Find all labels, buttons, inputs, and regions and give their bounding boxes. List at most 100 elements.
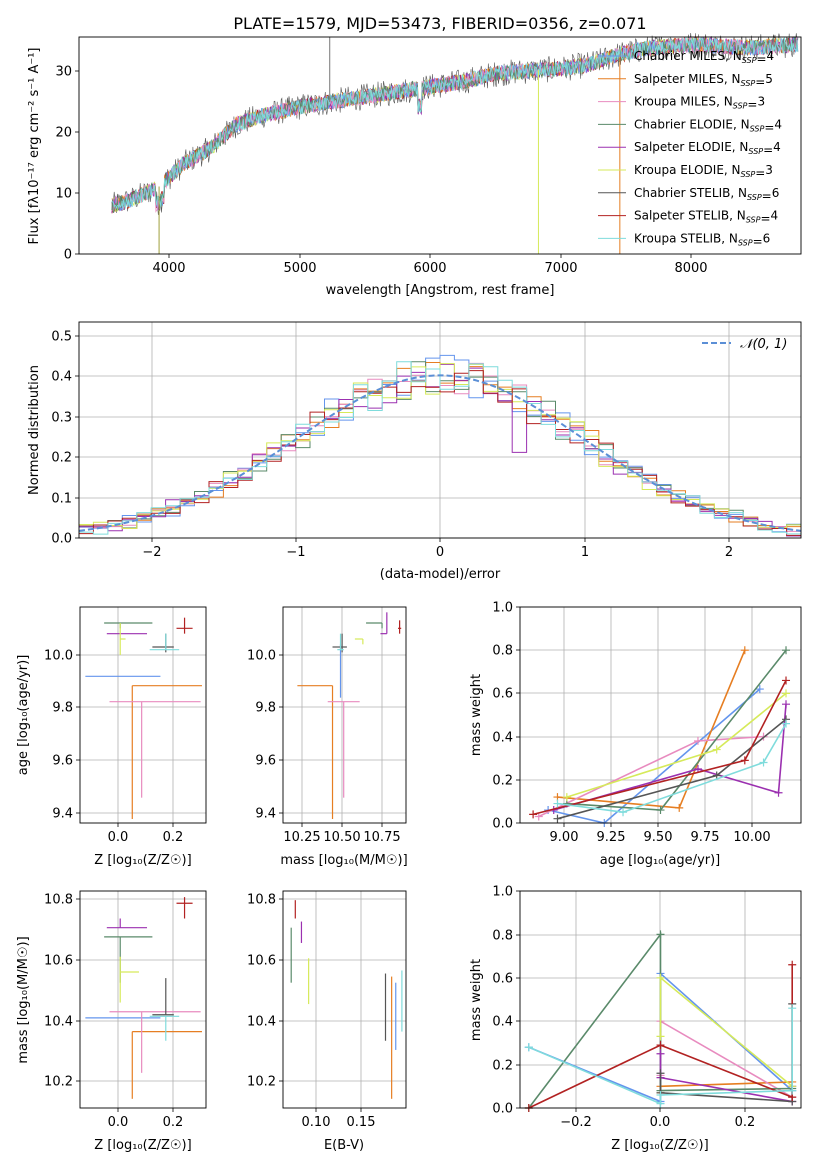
mass-weight-vs-z-panel: −0.2 0.0 0.2 0.0 0.2 0.4 0.6 0.8 1.0 Z [log₁₀(Z/Z…	[469, 885, 802, 1153]
spectrum-legend-label: Chabrier ELODIE, NSSP=4	[634, 117, 782, 134]
legend-nssp-value: 3	[757, 95, 765, 109]
age-vs-z-ytick-label: 9.4	[52, 807, 73, 822]
legend-nssp-value: 6	[772, 186, 780, 200]
age-vs-mass-xtick-label: 10.50	[323, 830, 360, 845]
legend-nssp-prefix: , N	[730, 186, 747, 200]
spectrum-legend-label: Chabrier STELIB, NSSP=6	[634, 186, 779, 203]
legend-series-name: Chabrier STELIB	[634, 186, 730, 200]
age-vs-mass-xlabel: mass [log₁₀(M/M☉)]	[280, 853, 407, 868]
mass-weight-vs-z-marker	[656, 930, 665, 939]
spectrum-panel: 4000 5000 6000 7000 8000 0 10 20 30 Chabrier MILE…	[27, 32, 802, 298]
mass-weight-vs-z-ticks: −0.2 0.0 0.2 0.0 0.2 0.4 0.6 0.8 1.0	[492, 885, 755, 1131]
legend-nssp-prefix: , N	[733, 117, 750, 131]
mass-weight-vs-age-marker	[534, 812, 543, 821]
mass-weight-vs-age-marker	[712, 771, 721, 780]
mass-weight-vs-age-axes-frame	[519, 606, 802, 824]
age-vs-z-grid	[80, 607, 206, 823]
mass-weight-vs-age-marker	[656, 806, 665, 815]
spectrum-legend-label: Salpeter ELODIE, NSSP=4	[634, 140, 781, 157]
residuals-ylabel: Normed distribution	[27, 365, 42, 495]
legend-nssp-sub: SSP	[747, 193, 762, 202]
mass-weight-vs-age-series-5	[562, 689, 791, 802]
mass-weight-vs-z-xlabel: Z [log₁₀(Z/Z☉)]	[611, 1138, 708, 1153]
mass-weight-vs-age-marker	[553, 814, 562, 823]
age-vs-z-axes-frame	[79, 606, 207, 824]
mass-weight-vs-z-marker	[656, 1090, 665, 1099]
age-vs-z-plot-area	[85, 617, 202, 819]
mass-weight-vs-z-marker	[656, 1032, 665, 1041]
legend-nssp-value: 4	[774, 117, 782, 131]
mass-weight-vs-age-marker	[619, 808, 628, 817]
mass-vs-z-ytick-label: 10.8	[44, 893, 73, 908]
mass-vs-z-xtick-label: 0.0	[108, 1115, 129, 1130]
legend-nssp-sub: SSP	[746, 216, 761, 225]
mass-weight-vs-age-series-6	[553, 715, 791, 823]
spectrum-xtick-label: 8000	[674, 261, 707, 276]
mass-weight-vs-age-marker	[782, 719, 791, 728]
spectrum-ytick-label: 0	[64, 248, 72, 263]
mass-vs-z-axes-frame	[79, 890, 207, 1109]
legend-nssp-sub: SSP	[741, 170, 756, 179]
legend-equals: =	[756, 52, 766, 66]
residual-legend-label: 𝒩(0, 1)	[740, 337, 787, 352]
age-vs-z-point-1	[131, 685, 202, 819]
mass-weight-vs-age-ytick-label: 0.4	[492, 731, 513, 746]
spectrum-ytick-label: 30	[55, 65, 72, 80]
mass-weight-vs-age-ytick-label: 0.0	[492, 817, 513, 832]
mass-weight-vs-age-plot-area	[529, 646, 791, 827]
legend-series-name: Salpeter MILES	[634, 72, 724, 86]
mass-weight-vs-age-xtick-label: 10.00	[733, 830, 770, 845]
mass-vs-z-point-2	[109, 1011, 201, 1073]
age-vs-mass-axes-frame	[282, 606, 407, 824]
mass-weight-vs-age-ytick-label: 0.2	[492, 774, 513, 789]
legend-nssp-sub: SSP	[750, 124, 765, 133]
age-vs-mass-point-2	[327, 701, 360, 798]
spectrum-ticks: 4000 5000 6000 7000 8000 0 10 20 30	[55, 65, 707, 277]
mass-weight-vs-z-ylabel: mass weight	[469, 959, 484, 1041]
legend-series-name: Salpeter ELODIE	[634, 140, 732, 154]
mass-weight-vs-z-xtick-label: −0.2	[560, 1115, 592, 1130]
legend-series-name: Chabrier MILES	[634, 49, 725, 63]
mass-weight-vs-z-ytick-label: 0.0	[492, 1102, 513, 1117]
mass-weight-vs-age-marker	[782, 689, 791, 698]
mass-weight-vs-age-series-4	[549, 700, 791, 815]
spectrum-xtick-label: 4000	[152, 261, 185, 276]
mass-vs-ebv-plot-area	[290, 900, 403, 1099]
age-vs-mass-ticks: 10.25 10.50 10.75 9.4 9.6 9.8 10.0	[247, 649, 401, 846]
legend-series-name: Kroupa ELODIE	[634, 163, 724, 177]
age-vs-mass-xtick-label: 10.25	[283, 830, 320, 845]
age-vs-mass-grid	[283, 607, 406, 823]
age-vs-z-ytick-label: 9.6	[52, 754, 73, 769]
age-vs-z-xlabel: Z [log₁₀(Z/Z☉)]	[94, 853, 191, 868]
legend-series-name: Salpeter STELIB	[634, 209, 729, 223]
mass-vs-z-point-6	[152, 978, 174, 1016]
mass-weight-vs-age-ytick-label: 1.0	[492, 601, 513, 616]
mass-weight-vs-age-line	[553, 704, 787, 811]
mass-weight-vs-age-series-7	[529, 676, 791, 819]
spectrum-xlabel: wavelength [Angstrom, rest frame]	[326, 283, 555, 298]
mass-weight-vs-age-series-8	[553, 719, 791, 817]
legend-equals: =	[753, 234, 763, 248]
legend-equals: =	[764, 120, 774, 134]
legend-nssp-prefix: , N	[732, 140, 749, 154]
mass-vs-z-ylabel: mass [log₁₀(M/M☉)]	[16, 936, 31, 1063]
mass-weight-vs-age-xtick-label: 9.75	[691, 830, 720, 845]
spectrum-ytick-label: 10	[55, 187, 72, 202]
mass-vs-z-point-4	[106, 918, 148, 929]
mass-weight-vs-z-ytick-label: 1.0	[492, 885, 513, 900]
mass-weight-vs-z-xtick-label: 0.0	[650, 1115, 671, 1130]
mass-weight-vs-z-marker	[656, 1069, 665, 1078]
age-vs-mass-xtick-label: 10.75	[363, 830, 400, 845]
spectrum-legend-label: Salpeter MILES, NSSP=5	[634, 72, 773, 89]
mass-weight-vs-age-marker	[712, 745, 721, 754]
mass-weight-vs-age-xtick-label: 9.00	[550, 830, 579, 845]
mass-weight-vs-z-marker	[788, 1004, 797, 1013]
mass-weight-vs-age-series-1	[553, 646, 749, 812]
age-vs-z-ytick-label: 10.0	[44, 649, 73, 664]
mass-weight-vs-z-marker	[656, 973, 665, 982]
age-vs-z-ylabel: age [log₁₀(age/yr)]	[16, 655, 31, 776]
legend-equals: =	[755, 166, 765, 180]
mass-weight-vs-age-marker	[562, 793, 571, 802]
